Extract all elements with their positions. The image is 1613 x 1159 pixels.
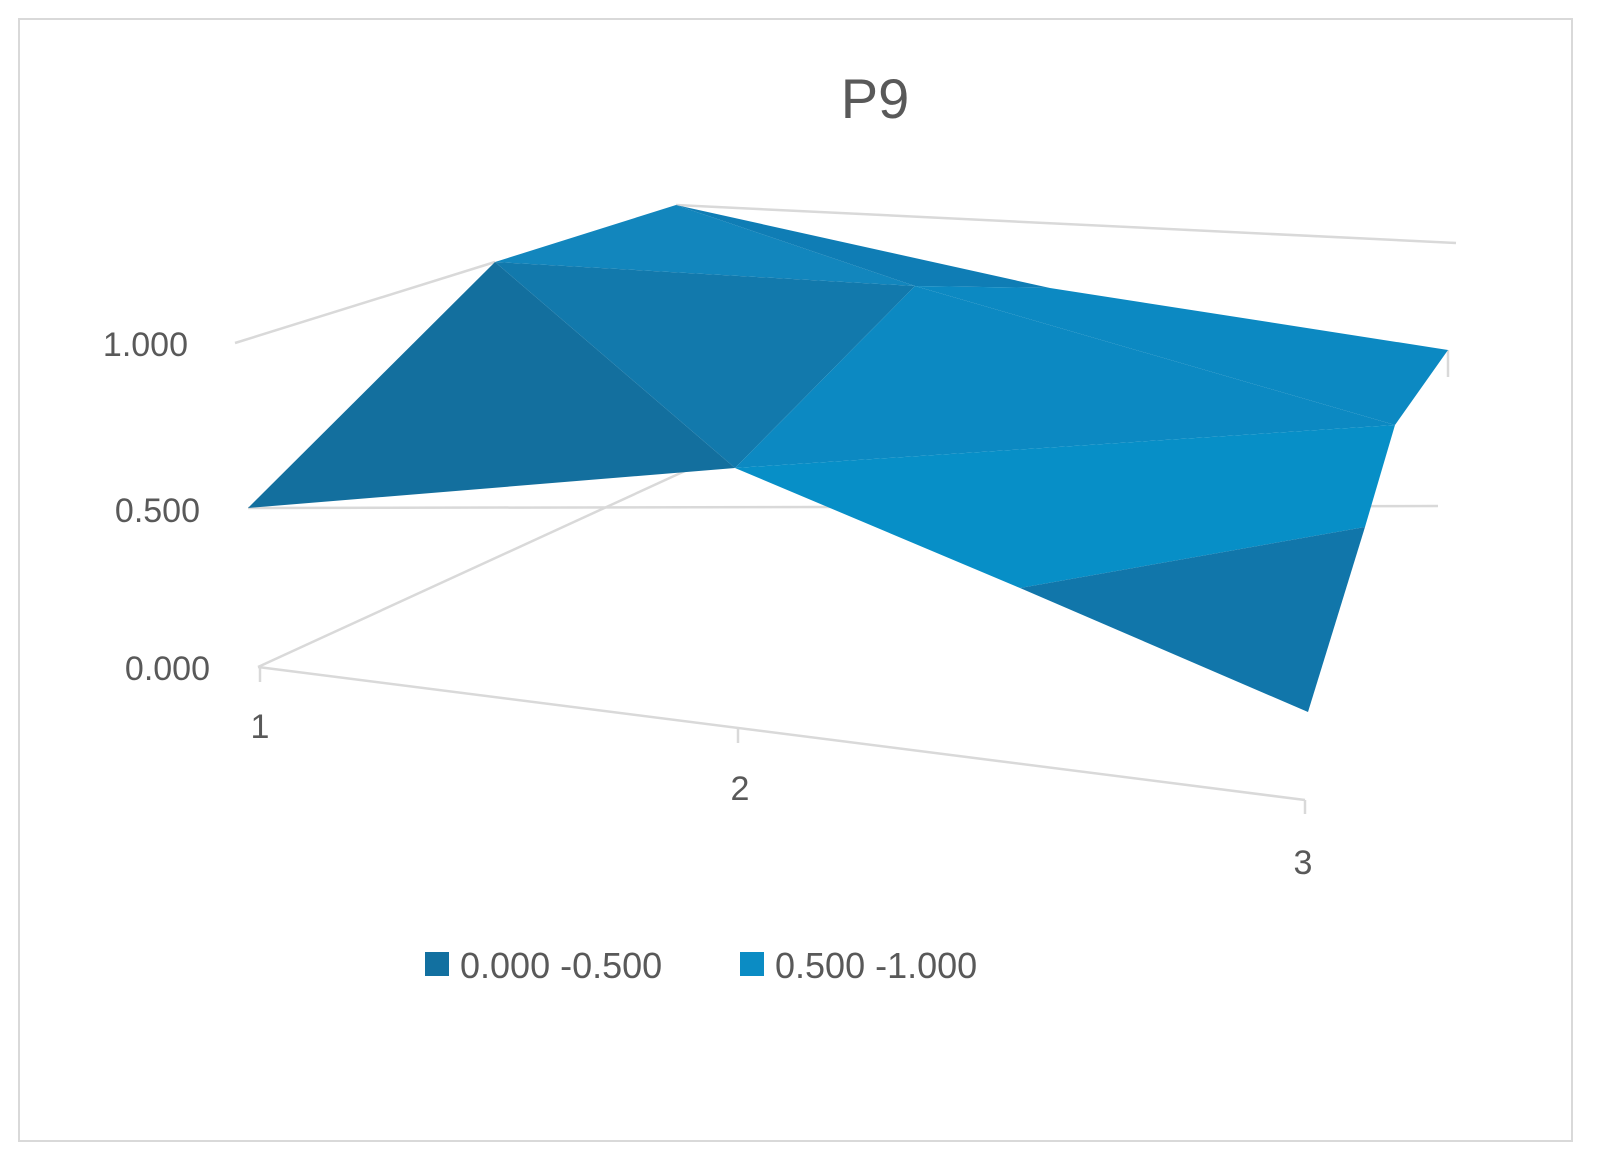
surface-facet xyxy=(676,205,1050,288)
x-axis-ticks: 1 2 3 xyxy=(251,708,1313,882)
surface-facet xyxy=(1020,527,1365,712)
gridline-back xyxy=(675,203,1457,245)
x-tick-label: 1 xyxy=(251,708,270,746)
floor-front-axis xyxy=(257,665,1306,802)
z-tick-label: 0.500 xyxy=(115,492,200,530)
surface-facet xyxy=(495,262,915,468)
z-tick-label: 0.000 xyxy=(125,650,210,688)
z-axis-ticks: 0.000 0.500 1.000 xyxy=(103,326,210,688)
legend-swatch-high xyxy=(740,952,764,976)
surface-facet xyxy=(915,286,1448,425)
legend-label-high: 0.500 -1.000 xyxy=(775,945,977,986)
x-tick-label: 2 xyxy=(731,770,750,808)
legend: 0.000 -0.500 0.500 -1.000 xyxy=(425,945,977,986)
surface-facet xyxy=(735,425,1395,588)
surface-facet xyxy=(495,205,915,286)
surface-mesh xyxy=(248,205,1448,712)
gridline-0 xyxy=(257,446,736,669)
chart-title: P9 xyxy=(841,67,910,130)
surface-facet xyxy=(735,286,1395,468)
gridline-1.0 xyxy=(234,260,496,345)
legend-swatch-low xyxy=(425,952,449,976)
legend-label-low: 0.000 -0.500 xyxy=(460,945,662,986)
z-tick-label: 1.000 xyxy=(103,326,188,364)
x-tick-label: 3 xyxy=(1294,844,1313,882)
surface-facet xyxy=(248,262,735,508)
